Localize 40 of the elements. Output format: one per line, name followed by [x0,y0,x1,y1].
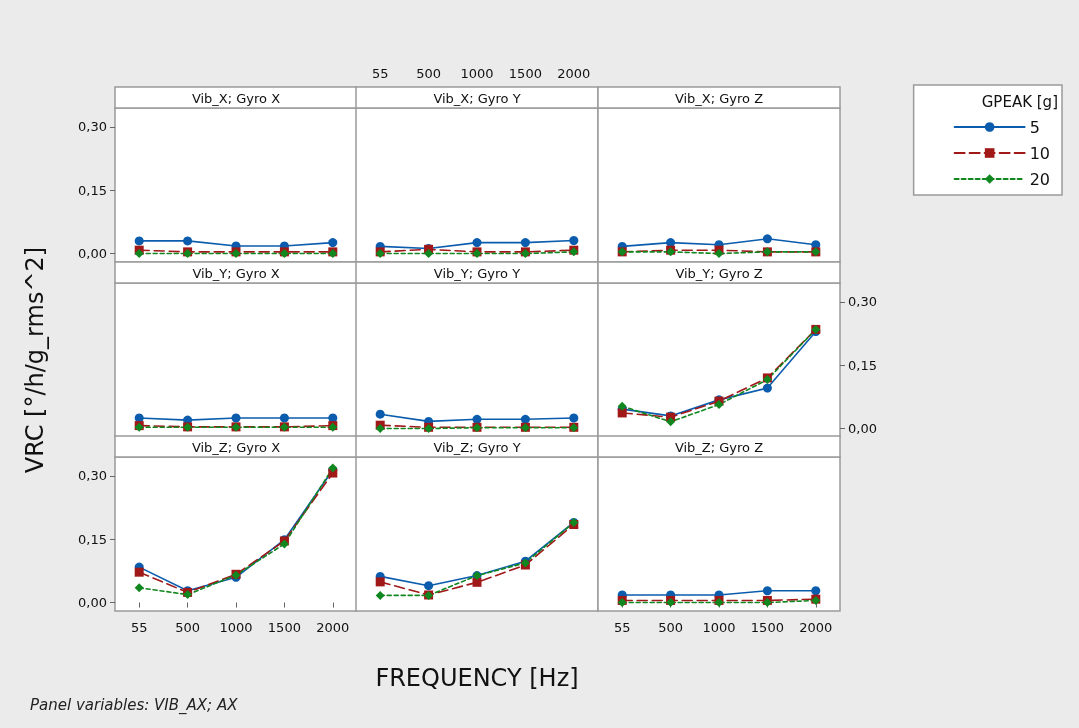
x-tick-label: 2000 [316,620,350,635]
x-tick-label: 1000 [702,620,736,635]
x-tick-label: 1500 [508,66,542,81]
x-tick-label: 500 [175,620,201,635]
y-tick-label: 0,00 [78,595,107,611]
legend-label: 20 [1029,169,1050,189]
chart-title: Vib_X; Gyro X [191,90,281,106]
y-tick-label: 0,00 [78,246,107,262]
chart-title: Vib_Y; Gyro Z [675,265,763,281]
y-tick-label: 0,15 [78,531,107,547]
y-tick-label: 0,15 [78,182,107,198]
chart-title: Vib_Z; Gyro Z [674,439,764,455]
y-tick-label: 0,30 [848,294,877,310]
x-tick-label: 55 [371,66,389,81]
chart-title: Vib_Y; Gyro Y [433,265,521,281]
x-tick-label: 1000 [460,66,494,81]
x-axis-title: FREQUENCY [Hz] [375,664,579,692]
x-tick-label: 55 [613,620,631,635]
legend-label: 10 [1029,143,1050,163]
y-tick-label: 0,00 [848,421,877,437]
legend-label: 5 [1029,117,1040,137]
x-tick-label: 55 [130,620,148,635]
chart-title: Vib_Y; Gyro X [192,265,280,281]
x-tick-label: 2000 [557,66,591,81]
x-tick-label: 2000 [799,620,833,635]
y-tick-label: 0,15 [848,357,877,373]
chart-title: Vib_Z; Gyro Y [433,439,521,455]
y-axis-title: VRC [°/h/g_rms^2] [21,246,49,474]
chart-title: Vib_X; Gyro Y [433,90,521,106]
chart-title: Vib_Z; Gyro X [191,439,281,455]
y-tick-label: 0,30 [78,119,107,135]
chart-title: Vib_X; Gyro Z [674,90,764,106]
legend-title: GPEAK [g] [981,92,1058,111]
x-tick-label: 500 [416,66,442,81]
x-tick-label: 1500 [750,620,784,635]
x-tick-label: 1000 [219,620,253,635]
y-tick-label: 0,30 [78,468,107,484]
x-tick-label: 1500 [267,620,301,635]
x-tick-label: 500 [658,620,684,635]
text: Panel variables: VIB_AX; AX [30,695,239,715]
